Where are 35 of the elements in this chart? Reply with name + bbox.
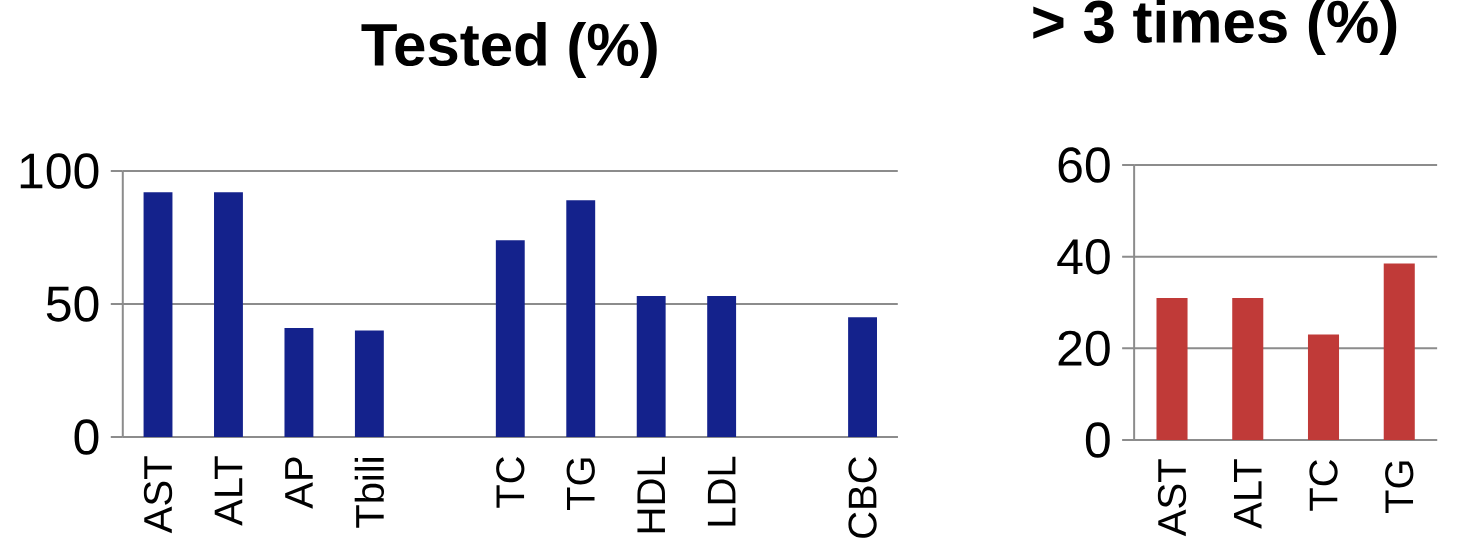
x-tick-label: AP [285, 457, 313, 509]
bar [1383, 263, 1415, 440]
bar [354, 330, 384, 437]
chart-title: Tested (%) [361, 22, 657, 78]
y-tick-label: 0 [74, 419, 99, 455]
bar [214, 192, 243, 437]
x-tick-label: HDL [637, 456, 665, 533]
x-tick-label: ALT [1234, 459, 1262, 529]
x-tick-label: ALT [214, 456, 243, 526]
y-tick-label: 100 [20, 153, 99, 189]
bar [848, 317, 877, 437]
x-tick-label: AST [1157, 459, 1187, 537]
bar [495, 240, 525, 437]
bar [707, 296, 737, 437]
x-tick-label: TG [1385, 461, 1414, 514]
x-tick-label: CBC [848, 456, 877, 538]
x-tick-label: LDL [707, 456, 736, 526]
x-tick-label: TG [566, 458, 595, 511]
x-tick-label: TC [496, 456, 525, 508]
y-tick-label: 20 [1058, 330, 1110, 367]
bar [143, 192, 173, 437]
bar [1307, 334, 1340, 440]
chart-title: > 3 times (%) [1033, 0, 1397, 55]
x-tick-label: TC [1309, 459, 1338, 511]
y-tick-label: 60 [1058, 147, 1110, 183]
x-tick-label: Tbili [354, 458, 385, 528]
bar [284, 327, 314, 437]
y-tick-label: 0 [1085, 422, 1110, 458]
x-tick-label: AST [143, 456, 173, 534]
y-tick-label: 40 [1057, 238, 1110, 275]
bar [566, 200, 596, 437]
bar [636, 296, 666, 437]
bar [1156, 297, 1188, 440]
y-tick-label: 50 [46, 286, 99, 322]
bar [1232, 297, 1264, 440]
